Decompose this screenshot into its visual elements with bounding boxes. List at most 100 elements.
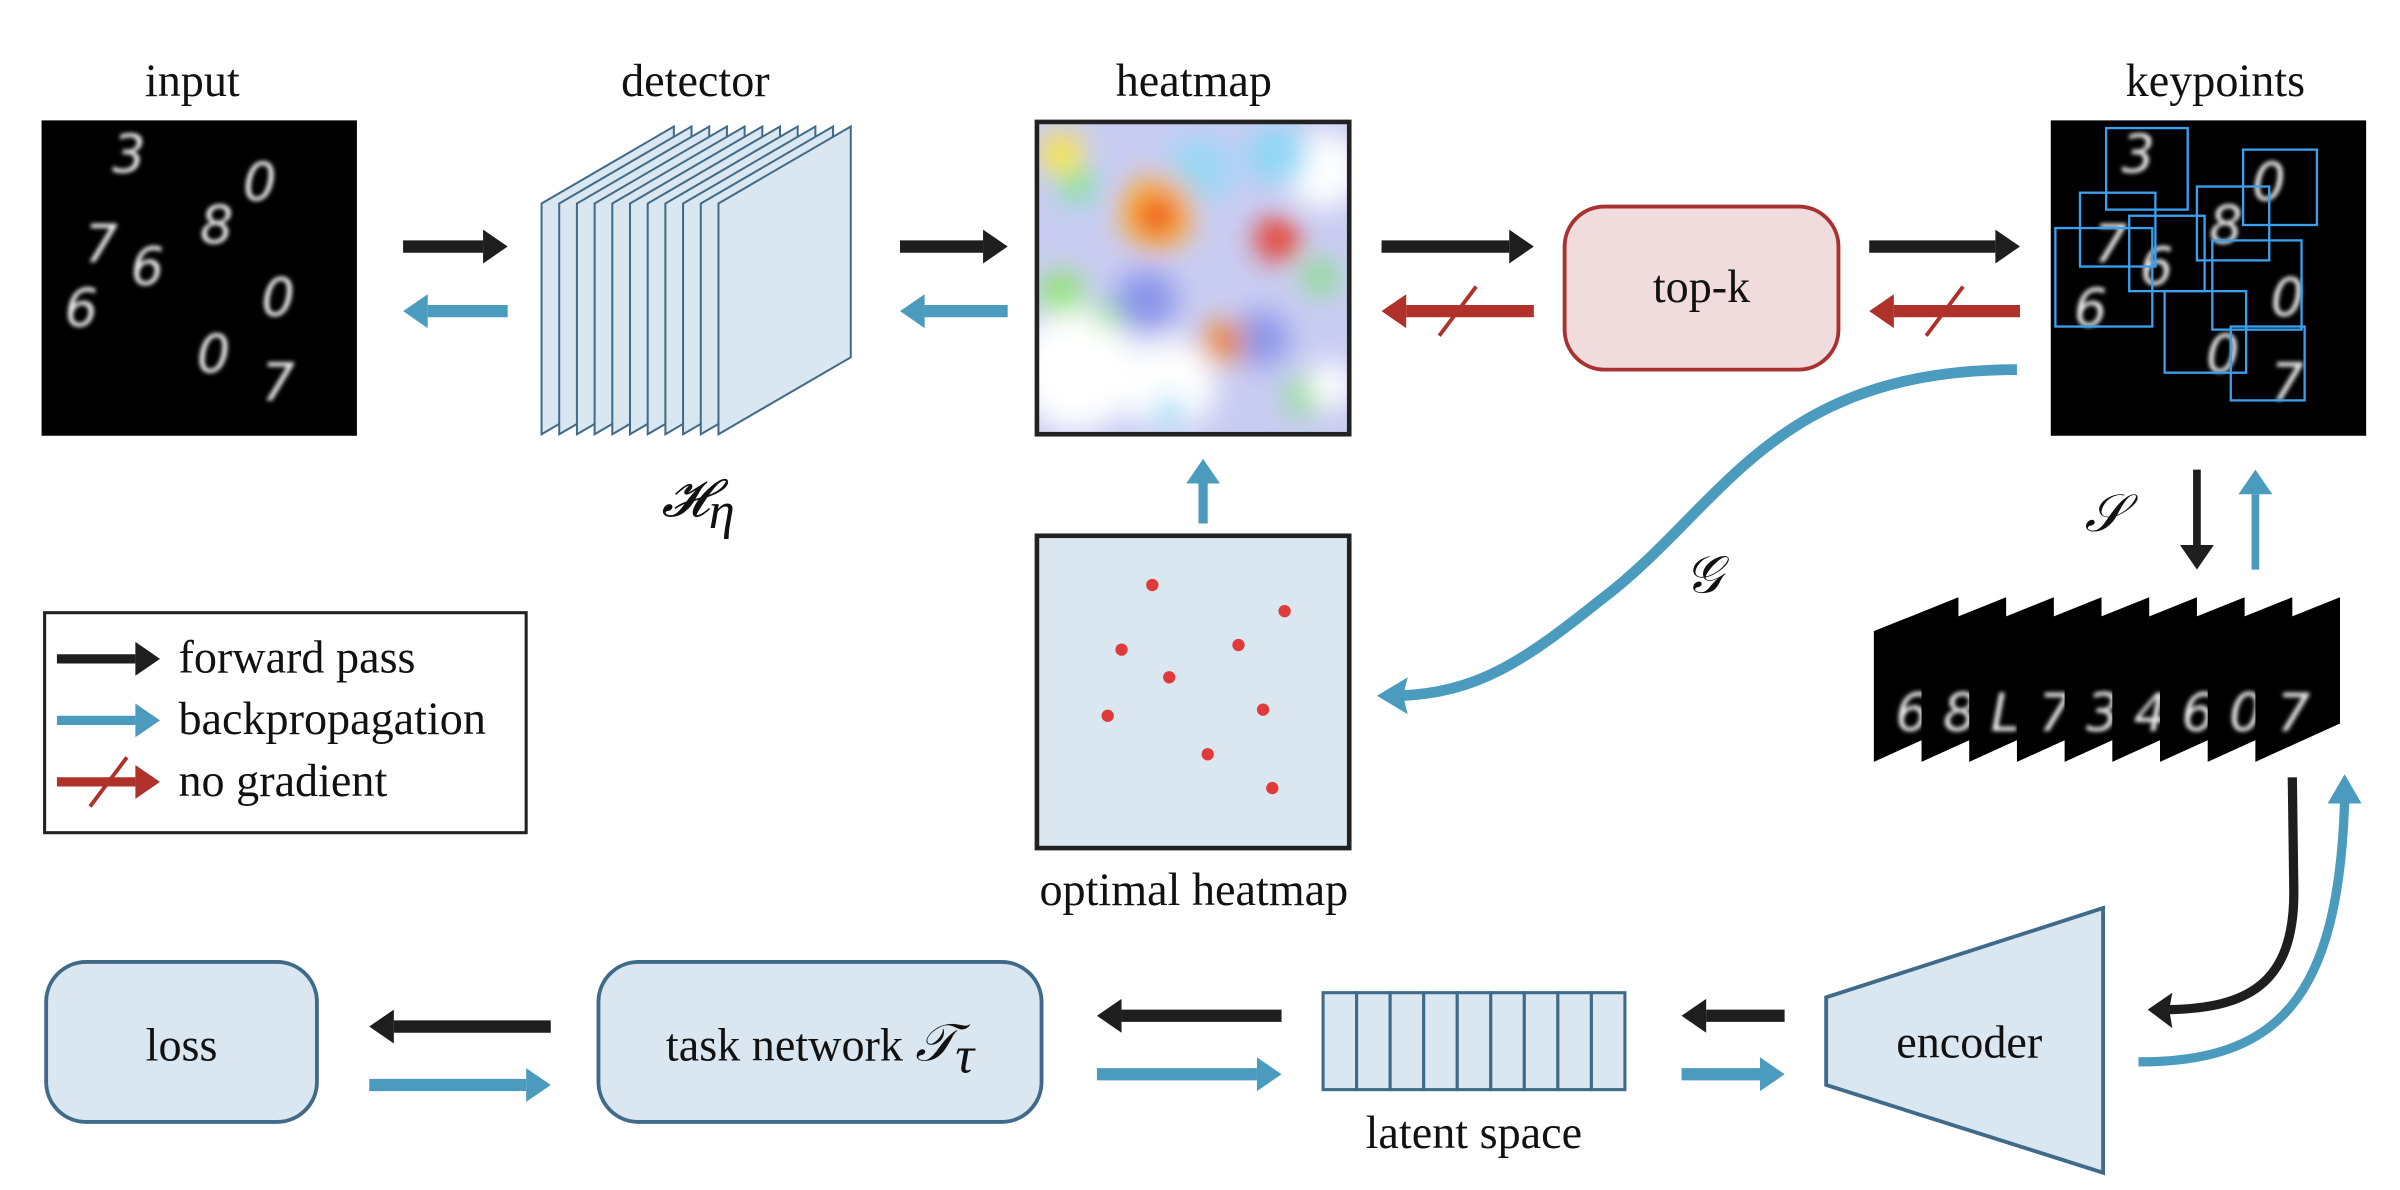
- heatmap-blob: [1212, 331, 1234, 353]
- arrow-task-to-loss-head: [369, 1009, 394, 1044]
- heatmap-blob: [1138, 197, 1176, 235]
- keypoint-box: [2229, 325, 2306, 402]
- optimal-keypoint: [1146, 578, 1159, 592]
- arrow-topk-to-heatmap-nograd-slash: [1437, 285, 1478, 337]
- arrow-topk-to-keypoints: [1869, 229, 2020, 264]
- topk-box: top-k: [1562, 204, 1841, 372]
- heatmap-blob: [1095, 303, 1120, 329]
- arrow-topk-to-heatmap-nograd: [1381, 285, 1534, 337]
- input-digit: 6: [131, 237, 164, 298]
- arrow-keypoints-to-patches-head: [2180, 545, 2214, 570]
- keypoint-digit: 6: [2074, 279, 2107, 340]
- heatmap-blob: [1040, 132, 1084, 176]
- arrow-encoder-to-latent: [1681, 998, 1785, 1033]
- input-digit: 3: [112, 125, 145, 186]
- keypoints-label: keypoints: [2126, 55, 2305, 106]
- detector-symbol: 𝓗η: [662, 470, 735, 540]
- latent-cell: [1388, 991, 1426, 1092]
- legend-arrow-backprop-head: [135, 703, 160, 738]
- task-network-label: task network 𝒯τ: [666, 1014, 976, 1084]
- keypoint-patch: 7: [2255, 597, 2340, 762]
- optimal-keypoint: [1101, 709, 1114, 722]
- keypoint-digit: 0: [2206, 325, 2239, 386]
- arrow-latent-to-task: [1096, 998, 1282, 1033]
- heatmap-blob: [1307, 361, 1348, 409]
- encoder-to-patches-curve: [2138, 800, 2350, 1067]
- legend-arrow-nograd-head: [135, 765, 160, 799]
- task-network-box: task network 𝒯τ: [596, 960, 1044, 1124]
- arrow-heatmap-to-detector: [900, 294, 1008, 329]
- heatmap-blob: [1061, 169, 1093, 201]
- optimal-heatmap: [1034, 533, 1352, 851]
- optimal-keypoint: [1201, 748, 1214, 761]
- latent-cell: [1489, 991, 1526, 1092]
- arrow-task-to-latent: [1096, 1057, 1282, 1092]
- arrow-heatmap-to-detector-head: [900, 294, 925, 329]
- optimal-keypoint: [1232, 638, 1245, 652]
- legend-arrow-nograd-slash: [88, 756, 129, 808]
- keypoint-digit: 3: [2122, 125, 2155, 186]
- patch-digit: 7: [2277, 683, 2310, 744]
- keypoint-box: [2105, 126, 2189, 211]
- keypoint-box: [2054, 226, 2154, 328]
- heatmap-blob: [1115, 269, 1177, 332]
- legend-arrow-nograd: [56, 756, 160, 808]
- arrow-heatmap-to-topk: [1381, 229, 1534, 264]
- input-digit: 8: [200, 195, 233, 256]
- arrow-keypoints-to-patches: [2180, 469, 2214, 570]
- heatmap-label: heatmap: [1116, 55, 1272, 106]
- arrow-loss-to-task: [369, 1068, 551, 1102]
- heatmap-image: [1034, 119, 1352, 437]
- arrow-latent-to-task-head: [1096, 998, 1122, 1033]
- heatmap-blob: [1255, 217, 1299, 261]
- latent-cell: [1589, 991, 1627, 1092]
- legend-label-forward: forward pass: [178, 632, 415, 683]
- latent-space-label: latent space: [1366, 1107, 1583, 1158]
- loss-label: loss: [146, 1019, 218, 1070]
- legend-label-nograd: no gradient: [178, 755, 387, 806]
- input-digit: 0: [262, 268, 295, 329]
- legend-arrow-forward-head: [135, 641, 160, 676]
- input-label: input: [145, 55, 240, 106]
- arrow-keypoints-to-topk-nograd-head: [1869, 294, 1894, 329]
- heatmap-blob: [1166, 135, 1234, 204]
- arrow-optimal-to-heatmap-head: [1186, 458, 1220, 484]
- encoder-block: encoder: [1824, 905, 2105, 1176]
- heatmap-blob: [1233, 311, 1290, 367]
- arrow-task-to-loss: [369, 1009, 551, 1044]
- arrow-encoder-to-latent-head: [1681, 998, 1707, 1033]
- arrow-input-to-detector-head: [483, 229, 508, 264]
- arrow-detector-to-input-head: [403, 294, 428, 329]
- keypoint-box: [2078, 191, 2157, 268]
- generator-symbol: 𝒢: [1685, 547, 1730, 605]
- patches-to-encoder-curve: [2169, 777, 2299, 1015]
- optimal-keypoint: [1266, 781, 1279, 795]
- encoder-to-patches-arrowhead: [2327, 774, 2362, 804]
- detector-feature-map: [717, 124, 852, 436]
- arrow-patches-to-keypoints-head: [2238, 469, 2273, 495]
- heatmap-blob: [1246, 123, 1308, 185]
- optimal-keypoint: [1278, 605, 1291, 618]
- input-digit: 0: [243, 152, 276, 213]
- encoder-label: encoder: [1896, 1016, 2042, 1067]
- latent-cell: [1455, 991, 1493, 1092]
- latent-cell: [1422, 991, 1459, 1092]
- keypoint-digit: 7: [2271, 352, 2304, 413]
- arrow-detector-to-heatmap: [900, 229, 1008, 264]
- keypoint-box: [2195, 185, 2271, 262]
- arrow-detector-to-heatmap-head: [983, 229, 1008, 264]
- sampler-symbol: 𝒮: [2085, 485, 2139, 543]
- patches-to-encoder-arrowhead: [2147, 992, 2173, 1029]
- legend-label-backprop: backpropagation: [178, 693, 485, 744]
- detector-label: detector: [621, 55, 770, 106]
- arrow-latent-to-encoder: [1681, 1057, 1785, 1092]
- legend-arrow-forward: [56, 641, 160, 676]
- detector-stack: [540, 124, 852, 436]
- arrow-topk-to-heatmap-nograd-head: [1381, 294, 1407, 329]
- keypoint-digit: 8: [2209, 195, 2242, 256]
- topk-label: top-k: [1653, 261, 1751, 312]
- latent-cell: [1556, 991, 1593, 1092]
